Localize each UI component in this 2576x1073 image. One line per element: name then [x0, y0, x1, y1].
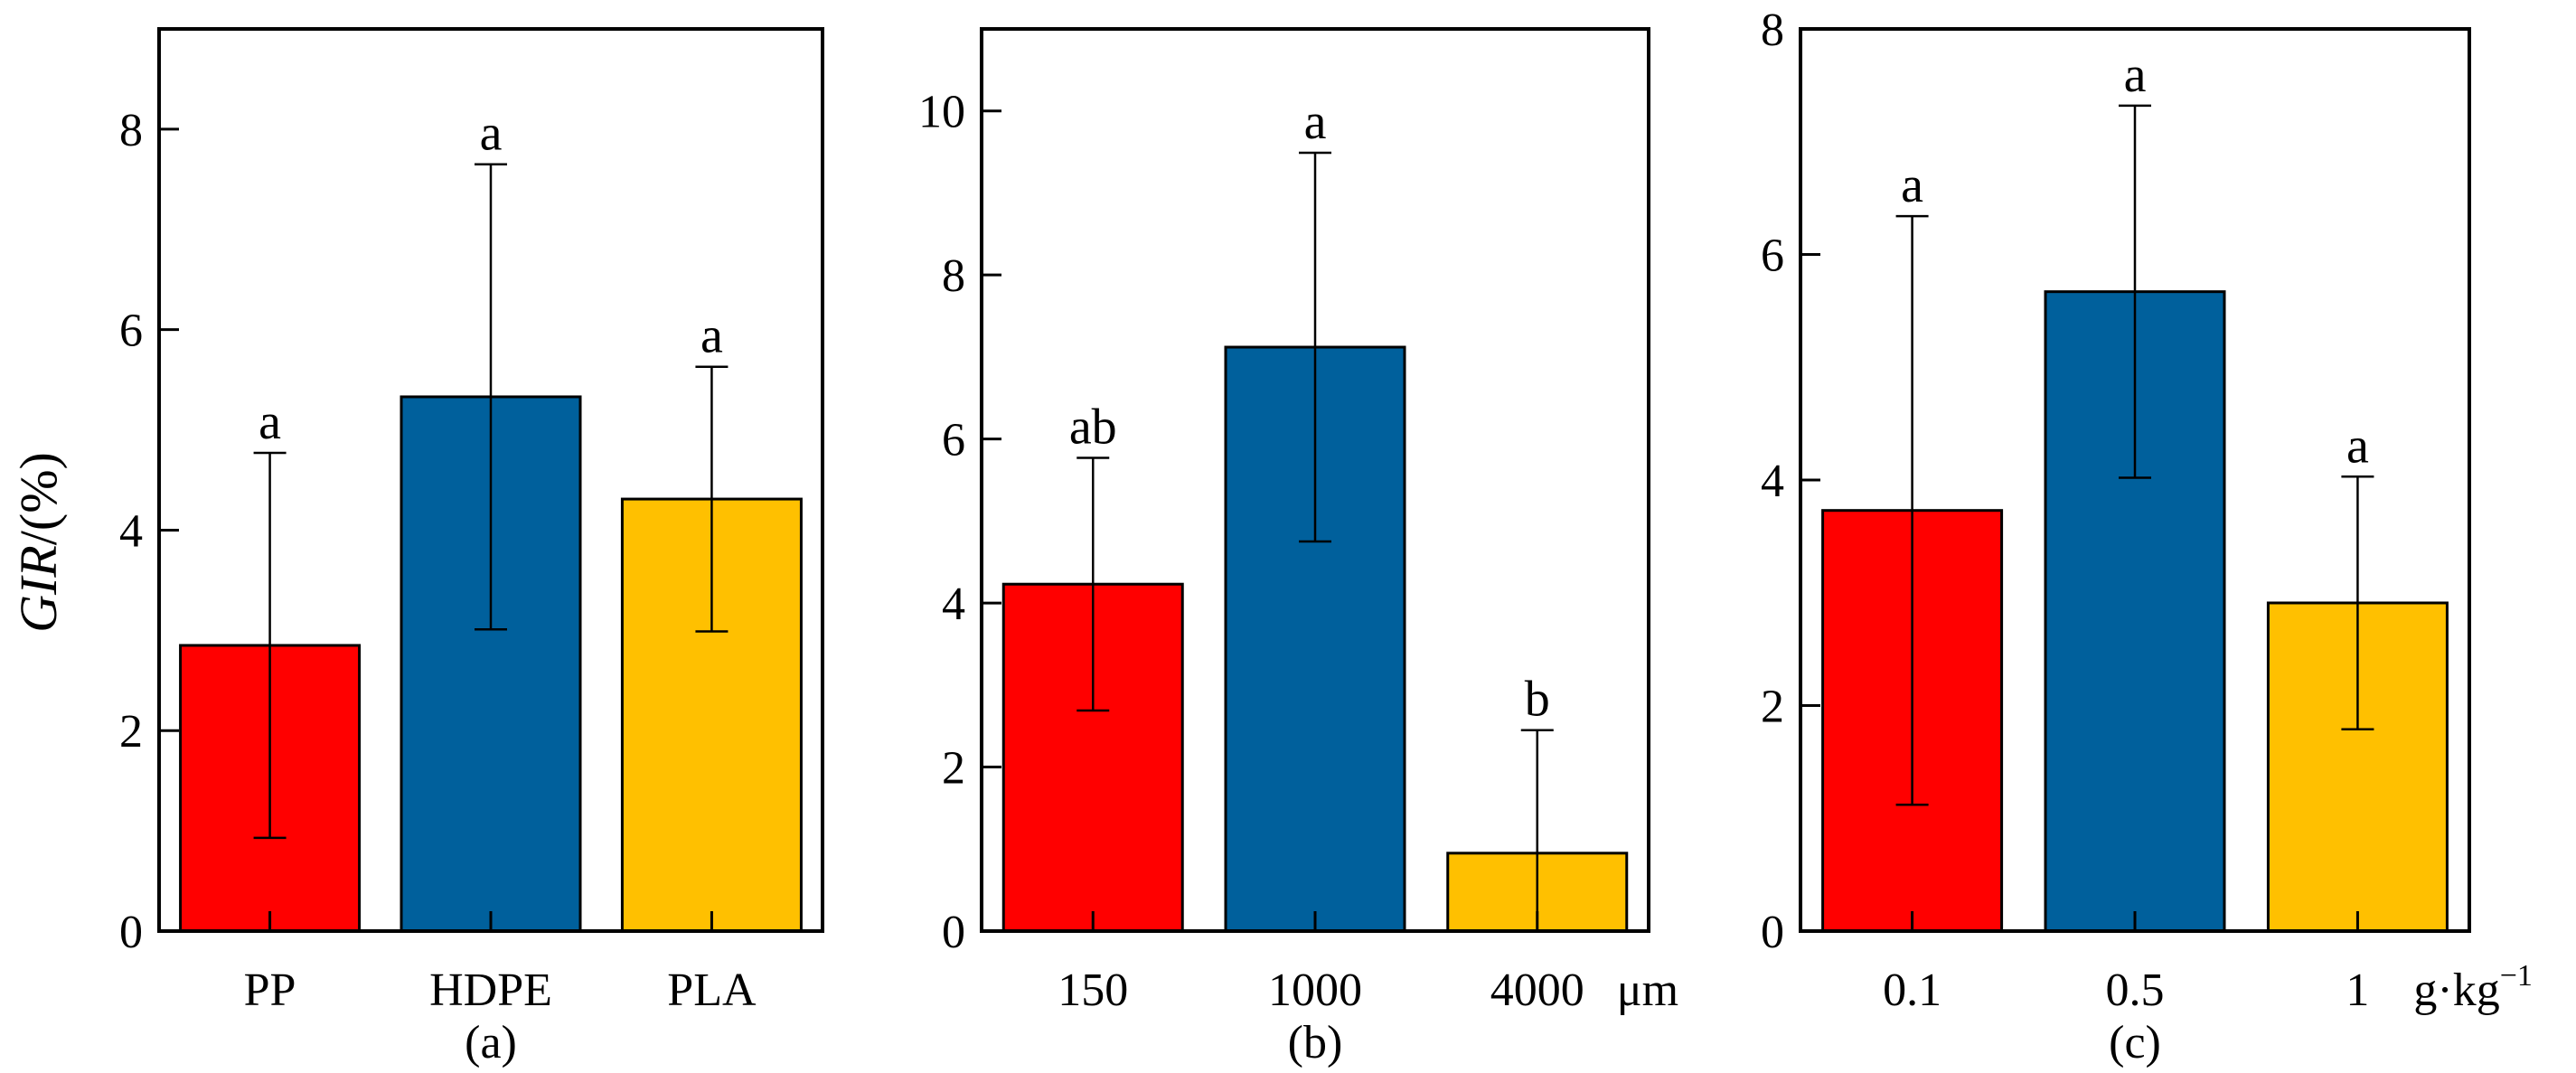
- category-label: HDPE: [429, 965, 552, 1016]
- y-axis-title-italic: GIR: [9, 545, 68, 633]
- y-tick-label: 2: [942, 743, 965, 795]
- error-bar-PLA: [695, 365, 729, 633]
- significance-label: a: [259, 394, 281, 450]
- y-tick-label: 4: [1761, 456, 1784, 507]
- panel-label: (a): [465, 1017, 517, 1068]
- y-tick-label: 4: [942, 579, 965, 630]
- y-tick-label: 2: [119, 706, 143, 758]
- y-tick-label: 8: [119, 105, 143, 156]
- category-label: PP: [244, 965, 296, 1016]
- category-label: 0.5: [2106, 965, 2165, 1016]
- error-bar-1000: [1299, 151, 1331, 543]
- y-tick-label: 4: [119, 505, 143, 557]
- significance-label: b: [1525, 672, 1550, 728]
- y-axis-title: GIR/(%): [9, 452, 68, 633]
- significance-label: a: [1901, 157, 1923, 213]
- significance-label: a: [2346, 418, 2369, 474]
- error-bar-PP: [253, 451, 287, 840]
- error-bar-0.5: [2119, 104, 2151, 479]
- category-label: 0.1: [1883, 965, 1941, 1016]
- y-tick-label: 0: [119, 907, 143, 958]
- panel-3: a a a 0 2 4 6 8 0.1 0.5 1 g·kg−1 (c): [1761, 5, 2533, 1068]
- y-tick-label: 8: [942, 250, 965, 302]
- significance-label: a: [700, 308, 723, 364]
- category-label: 1000: [1268, 965, 1362, 1016]
- category-label: PLA: [667, 965, 757, 1016]
- significance-label: ab: [1069, 400, 1117, 456]
- y-tick-label: 0: [1761, 907, 1784, 958]
- significance-label: a: [1304, 94, 1327, 150]
- panel-1: a a a 0 2 4 6 8 PP HDPE PLA (a): [119, 27, 824, 1068]
- error-bar-150: [1076, 456, 1110, 712]
- y-tick-label: 6: [942, 415, 965, 466]
- y-axis-title-unit: /(%): [9, 452, 68, 545]
- error-bar-HDPE: [475, 163, 507, 631]
- y-tick-label: 10: [918, 87, 965, 138]
- panel-label: (b): [1288, 1017, 1343, 1068]
- x-unit-label: μm: [1617, 965, 1678, 1016]
- y-tick-label: 6: [1761, 231, 1784, 282]
- category-label: 150: [1058, 965, 1128, 1016]
- y-tick-label: 0: [942, 907, 965, 958]
- y-tick-label: 2: [1761, 682, 1784, 733]
- category-label: 1: [2346, 965, 2369, 1016]
- significance-label: a: [2124, 47, 2147, 103]
- significance-label: a: [480, 106, 503, 162]
- x-unit-superscript: −1: [2500, 959, 2533, 993]
- panel-label: (c): [2109, 1017, 2161, 1068]
- category-label: 4000: [1490, 965, 1584, 1016]
- y-tick-label: 6: [119, 306, 143, 357]
- x-unit-label: g·kg−1: [2413, 959, 2533, 1016]
- error-bar-1: [2341, 475, 2374, 730]
- y-tick-label: 8: [1761, 5, 1784, 56]
- error-bar-0.1: [1895, 214, 1929, 806]
